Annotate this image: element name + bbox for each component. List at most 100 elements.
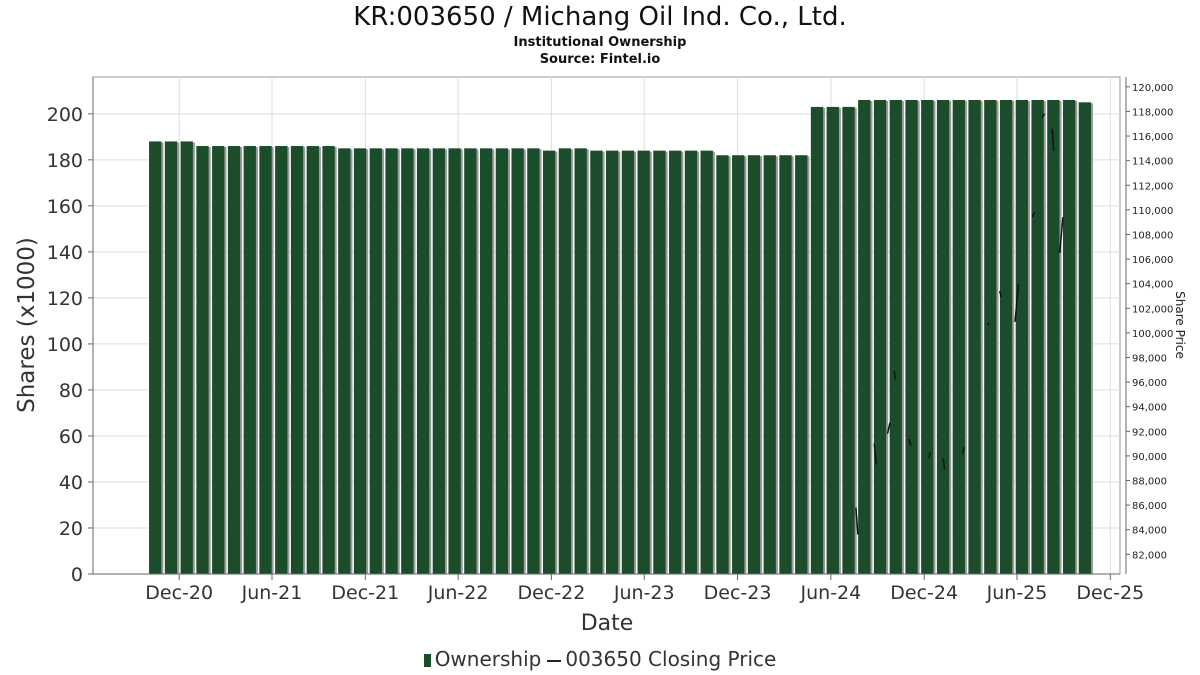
ownership-bar: [873, 100, 887, 574]
price-line-segment: [961, 447, 966, 454]
ownership-bar: [180, 141, 193, 575]
y2-axis-label: Share Price: [1173, 291, 1187, 359]
ownership-bar: [527, 148, 540, 574]
ownership-bar: [369, 148, 382, 574]
ownership-bar: [921, 100, 934, 574]
ownership-bar: [212, 146, 225, 574]
y-tick-label: 20: [59, 518, 83, 540]
price-line-segment: [1041, 113, 1046, 119]
ownership-bar: [889, 100, 902, 574]
y-tick-label: 180: [47, 150, 83, 172]
x-axis-label: Date: [581, 611, 634, 636]
y-tick-label: 40: [59, 472, 83, 494]
ownership-bar: [464, 148, 477, 574]
ownership-bar: [227, 146, 241, 574]
ownership-bar: [669, 150, 682, 574]
ownership-bar: [1078, 102, 1092, 575]
price-line-segment: [928, 452, 932, 459]
ownership-bar: [1031, 100, 1044, 574]
x-tick-labels: Dec-20 Jun-21 Dec-21 Jun-22 Dec-22 Jun-23 Dec-…: [145, 574, 1144, 604]
y2-tick-label: 98,000: [1132, 353, 1167, 364]
ownership-bar: [700, 150, 713, 574]
y2-tick-label: 96,000: [1132, 378, 1167, 389]
y2-tick-label: 110,000: [1132, 206, 1173, 217]
chart-legend: Ownership 003650 Closing Price: [0, 647, 1200, 671]
ownership-bar: [259, 146, 272, 574]
ownership-bar: [621, 150, 635, 574]
ownership-bar: [984, 100, 997, 574]
price-line-segment: [1059, 217, 1064, 253]
y-tick-label: 100: [47, 334, 83, 356]
ownership-bar: [952, 100, 965, 574]
chart-source: Source: Fintel.io: [539, 52, 661, 67]
y2-tick-label: 92,000: [1132, 427, 1167, 438]
y2-tick-label: 120,000: [1132, 83, 1173, 94]
x-tick-label: Dec-25: [1076, 582, 1144, 604]
price-legend-swatch: [547, 659, 562, 662]
ownership-bar: [1062, 100, 1076, 574]
y2-tick-label: 112,000: [1132, 181, 1173, 192]
x-tick-label: Jun-22: [427, 582, 489, 604]
ownership-bar: [858, 100, 871, 574]
y2-tick-label: 90,000: [1132, 452, 1167, 463]
ownership-bars: [149, 100, 1094, 575]
ownership-bar: [1015, 100, 1028, 574]
ownership-bar: [322, 146, 335, 574]
ownership-bar: [306, 146, 319, 574]
ownership-bar: [558, 148, 572, 574]
price-line-segment: [873, 443, 878, 465]
y2-tick-label: 104,000: [1132, 280, 1173, 291]
ownership-legend-swatch: [423, 654, 431, 667]
ownership-bar: [511, 148, 524, 574]
y2-tick-label: 82,000: [1132, 550, 1167, 561]
price-line-segment: [908, 438, 912, 447]
ownership-bar: [637, 150, 650, 574]
y-tick-label: 80: [59, 380, 83, 402]
price-line-segment: [1014, 283, 1020, 322]
ownership-bar: [164, 141, 178, 575]
ownership-legend-label: Ownership: [434, 647, 542, 671]
y-tick-label: 160: [47, 196, 83, 218]
ownership-bar: [732, 155, 745, 574]
ownership-bar: [716, 155, 729, 574]
ownership-bar: [606, 150, 619, 574]
ownership-bar: [968, 100, 981, 574]
ownership-bar: [574, 148, 587, 574]
x-tick-label: Dec-23: [704, 582, 772, 604]
y-tick-label: 140: [47, 242, 83, 264]
ownership-bar: [936, 100, 950, 574]
y2-tick-labels: 82,000 84,000 86,000 88,000 90,000 92,000 94,0…: [1126, 83, 1173, 561]
y-tick-label: 60: [59, 426, 83, 448]
price-line-segment: [1051, 128, 1055, 151]
price-line-segment: [986, 322, 990, 326]
x-tick-label: Jun-25: [986, 582, 1048, 604]
ownership-bar: [779, 155, 792, 574]
price-line-segment: [1031, 212, 1035, 218]
y2-tick-label: 84,000: [1132, 526, 1167, 537]
price-legend-label: 003650 Closing Price: [565, 647, 777, 671]
y2-tick-label: 100,000: [1132, 329, 1173, 340]
ownership-bar: [653, 150, 666, 574]
x-tick-label: Jun-21: [241, 582, 303, 604]
ownership-bar: [495, 148, 509, 574]
price-line-segment: [886, 422, 891, 434]
y2-tick-label: 88,000: [1132, 477, 1167, 488]
x-tick-label: Jun-23: [613, 582, 675, 604]
price-line: [855, 113, 1064, 535]
ownership-bar: [401, 148, 414, 574]
ownership-bar: [385, 148, 398, 574]
y2-tick-label: 116,000: [1132, 132, 1173, 143]
y2-tick-label: 108,000: [1132, 230, 1173, 241]
y2-tick-label: 94,000: [1132, 403, 1167, 414]
ownership-bar: [338, 148, 351, 574]
x-tick-label: Dec-24: [890, 582, 958, 604]
y-tick-label: 120: [47, 288, 83, 310]
chart-subtitle: Institutional Ownership: [513, 35, 687, 50]
ownership-bar: [275, 146, 288, 574]
ownership-bar: [842, 106, 855, 574]
ownership-bar: [290, 146, 304, 574]
price-line-segment: [893, 370, 897, 380]
price-line-segment: [998, 290, 1002, 298]
ownership-bar: [795, 155, 808, 574]
